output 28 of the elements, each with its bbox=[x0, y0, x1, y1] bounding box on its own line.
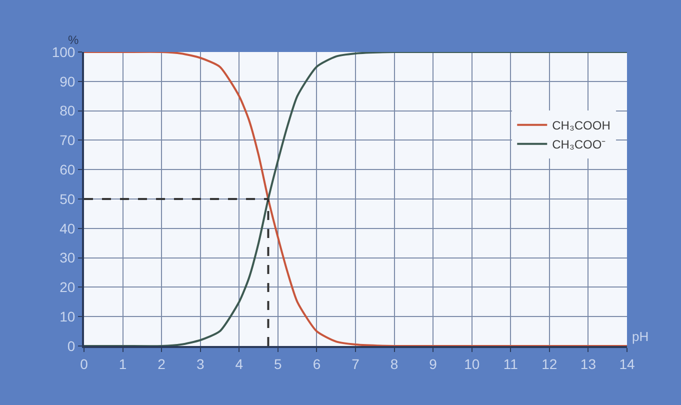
y-tick-label: 20 bbox=[60, 279, 76, 296]
x-tick-label: 9 bbox=[429, 356, 438, 372]
x-tick-label: 11 bbox=[503, 356, 518, 372]
x-tick-label: 13 bbox=[580, 356, 596, 372]
y-tick-label: 90 bbox=[60, 73, 76, 90]
x-tick-label: 0 bbox=[80, 356, 88, 372]
y-tick-label: 50 bbox=[60, 190, 76, 207]
y-tick-label: 60 bbox=[60, 162, 76, 178]
x-tick-label: 5 bbox=[274, 356, 282, 372]
x-tick-label: 3 bbox=[196, 356, 204, 372]
x-tick-label: 8 bbox=[390, 356, 398, 372]
y-tick-label: 40 bbox=[60, 220, 76, 236]
x-tick-label: 14 bbox=[619, 356, 635, 372]
x-tick-label: 6 bbox=[312, 356, 321, 372]
x-tick-label: 7 bbox=[352, 356, 360, 372]
x-tick-label: 12 bbox=[542, 356, 558, 372]
x-tick-label: 10 bbox=[464, 356, 480, 372]
x-tick-label: 4 bbox=[235, 356, 244, 372]
y-tick-label: 0 bbox=[67, 338, 76, 354]
y-tick-label: 70 bbox=[60, 132, 76, 148]
legend-label: CH₃COOH bbox=[552, 118, 610, 132]
y-tick-label: 30 bbox=[60, 250, 76, 266]
y-tick-label: 80 bbox=[60, 102, 76, 119]
x-tick-label: 1 bbox=[118, 356, 127, 372]
x-axis-title: pH bbox=[632, 329, 649, 344]
legend-label: CH₃COO⁻ bbox=[552, 138, 606, 152]
y-tick-label: 10 bbox=[60, 308, 76, 324]
x-tick-label: 2 bbox=[158, 356, 166, 372]
